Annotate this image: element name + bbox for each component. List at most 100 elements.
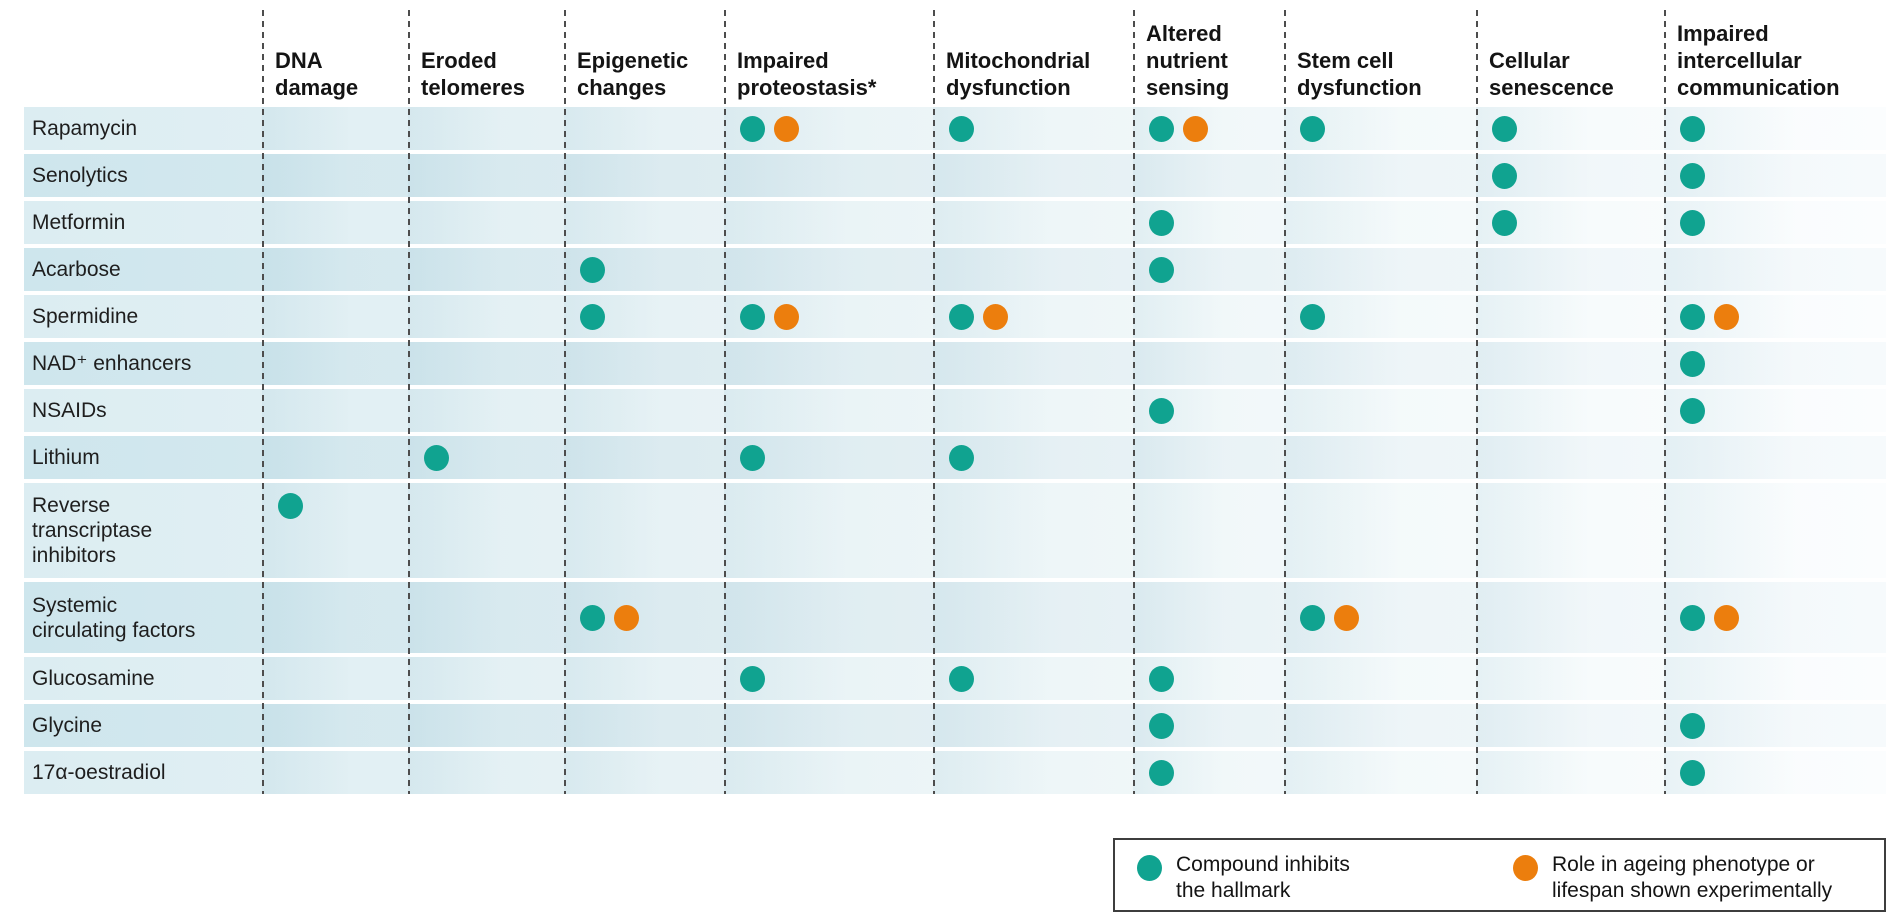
matrix-cell	[564, 751, 724, 794]
inhibits-dot	[1680, 209, 1705, 236]
matrix-cell	[1476, 295, 1664, 338]
inhibits-dot	[580, 303, 605, 330]
matrix-cell	[1284, 582, 1476, 653]
table-row: NAD⁺ enhancers	[24, 342, 1886, 385]
matrix-cell	[564, 389, 724, 432]
row-label: 17α-oestradiol	[32, 761, 166, 784]
matrix-cell	[1664, 582, 1886, 653]
legend: Compound inhibits the hallmark Role in a…	[1113, 838, 1886, 912]
matrix-cell	[1664, 657, 1886, 700]
matrix-cell	[262, 582, 408, 653]
matrix-cell	[564, 201, 724, 244]
matrix-cell	[262, 154, 408, 197]
matrix-cell	[564, 436, 724, 479]
matrix-cell	[724, 657, 933, 700]
matrix-cell	[1476, 342, 1664, 385]
inhibits-dot	[1680, 397, 1705, 424]
row-label: Lithium	[32, 446, 100, 469]
matrix-cell	[724, 389, 933, 432]
matrix-cell	[724, 154, 933, 197]
matrix-cell	[1133, 657, 1284, 700]
matrix-cell	[262, 295, 408, 338]
inhibits-dot	[1300, 303, 1325, 330]
matrix-cell	[262, 483, 408, 578]
table-row: Spermidine	[24, 295, 1886, 338]
table-row: Lithium	[24, 436, 1886, 479]
matrix-cell	[724, 248, 933, 291]
table-row: Systemic circulating factors	[24, 582, 1886, 653]
matrix-cell	[933, 436, 1133, 479]
matrix-cell	[1664, 483, 1886, 578]
legend-item-inhibits: Compound inhibits the hallmark	[1137, 852, 1350, 904]
experimental-role-dot	[1714, 604, 1739, 631]
legend-item-experimental-role: Role in ageing phenotype or lifespan sho…	[1513, 852, 1832, 904]
inhibits-dot	[1680, 303, 1705, 330]
matrix-cell	[408, 389, 564, 432]
matrix-cell	[408, 201, 564, 244]
row-label: Reverse transcriptase inhibitors	[32, 494, 153, 567]
column-header: Eroded telomeres	[421, 48, 525, 100]
matrix-cell	[724, 107, 933, 150]
matrix-cell	[564, 582, 724, 653]
experimental-role-dot	[1513, 855, 1538, 881]
inhibits-dot	[580, 604, 605, 631]
table-row: Reverse transcriptase inhibitors	[24, 483, 1886, 578]
matrix-cell	[564, 657, 724, 700]
inhibits-dot	[740, 115, 765, 142]
matrix-cell	[1476, 154, 1664, 197]
column-divider	[1476, 10, 1478, 794]
matrix-cell	[1664, 704, 1886, 747]
inhibits-dot	[1149, 712, 1174, 739]
column-divider	[933, 10, 935, 794]
corner-cell	[24, 10, 262, 107]
matrix-cell	[1133, 389, 1284, 432]
inhibits-dot	[1680, 712, 1705, 739]
matrix-cell	[564, 342, 724, 385]
matrix-cell	[262, 751, 408, 794]
column-header: Impaired proteostasis*	[737, 48, 877, 100]
matrix-cell	[1284, 389, 1476, 432]
matrix-cell	[1133, 154, 1284, 197]
inhibits-dot	[424, 444, 449, 471]
matrix-cell	[724, 295, 933, 338]
inhibits-dot	[1300, 115, 1325, 142]
inhibits-dot	[1680, 115, 1705, 142]
matrix-cell	[1284, 657, 1476, 700]
column-divider	[1133, 10, 1135, 794]
column-header: Mitochondrial dysfunction	[946, 48, 1091, 100]
row-label: Acarbose	[32, 258, 121, 281]
legend-label-inhibits: Compound inhibits the hallmark	[1176, 853, 1350, 902]
matrix-cell	[1664, 389, 1886, 432]
inhibits-dot	[580, 256, 605, 283]
matrix-cell	[933, 342, 1133, 385]
experimental-role-dot	[983, 303, 1008, 330]
matrix-cell	[1284, 704, 1476, 747]
matrix-cell	[933, 154, 1133, 197]
table-row: Glucosamine	[24, 657, 1886, 700]
matrix-cell	[408, 248, 564, 291]
matrix-cell	[408, 295, 564, 338]
matrix-cell	[1664, 248, 1886, 291]
matrix-cell	[933, 389, 1133, 432]
matrix-cell	[262, 107, 408, 150]
inhibits-dot	[949, 303, 974, 330]
row-label: Systemic circulating factors	[32, 593, 196, 642]
matrix-cell	[724, 201, 933, 244]
row-label: Metformin	[32, 211, 126, 234]
column-divider	[564, 10, 566, 794]
matrix-cell	[933, 751, 1133, 794]
matrix-cell	[564, 295, 724, 338]
matrix-cell	[1133, 107, 1284, 150]
matrix-cell	[564, 483, 724, 578]
table-row: Senolytics	[24, 154, 1886, 197]
matrix-cell	[1476, 201, 1664, 244]
matrix-cell	[564, 107, 724, 150]
column-divider	[724, 10, 726, 794]
matrix-cell	[408, 436, 564, 479]
experimental-role-dot	[1183, 115, 1208, 142]
inhibits-dot	[1300, 604, 1325, 631]
matrix-cell	[1284, 751, 1476, 794]
matrix-cell	[1284, 436, 1476, 479]
matrix-cell	[408, 154, 564, 197]
